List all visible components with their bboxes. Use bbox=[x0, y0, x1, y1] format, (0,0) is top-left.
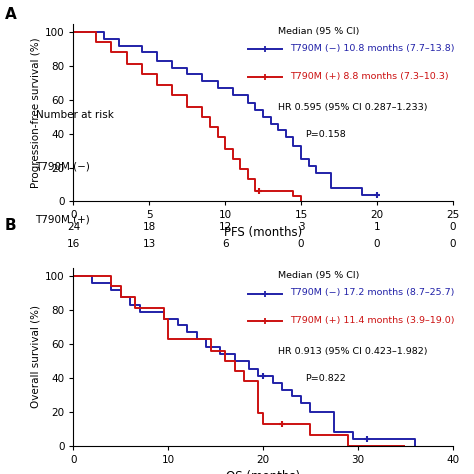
Text: 12: 12 bbox=[219, 222, 232, 232]
Text: 18: 18 bbox=[143, 222, 156, 232]
Text: Median (95 % CI): Median (95 % CI) bbox=[278, 27, 360, 36]
Text: 1: 1 bbox=[374, 222, 380, 232]
Text: Number at risk: Number at risk bbox=[36, 110, 113, 120]
Text: T790M (+) 8.8 months (7.3–10.3): T790M (+) 8.8 months (7.3–10.3) bbox=[290, 72, 448, 81]
Text: T790M (−) 17.2 months (8.7–25.7): T790M (−) 17.2 months (8.7–25.7) bbox=[290, 288, 454, 297]
Text: T790M (−) 10.8 months (7.7–13.8): T790M (−) 10.8 months (7.7–13.8) bbox=[290, 44, 454, 53]
Text: HR 0.595 (95% CI 0.287–1.233): HR 0.595 (95% CI 0.287–1.233) bbox=[278, 103, 428, 112]
Text: 13: 13 bbox=[143, 239, 156, 249]
Text: P=0.822: P=0.822 bbox=[305, 374, 346, 383]
Text: T790M (+): T790M (+) bbox=[36, 214, 91, 224]
Text: Median (95 % CI): Median (95 % CI) bbox=[278, 271, 360, 280]
Text: 0: 0 bbox=[449, 239, 456, 249]
Text: 16: 16 bbox=[67, 239, 80, 249]
Text: 0: 0 bbox=[374, 239, 380, 249]
Text: B: B bbox=[5, 218, 17, 233]
Text: A: A bbox=[5, 7, 17, 22]
Text: T790M (−): T790M (−) bbox=[36, 162, 91, 172]
X-axis label: OS (months): OS (months) bbox=[226, 470, 300, 474]
Text: 3: 3 bbox=[298, 222, 304, 232]
Text: P=0.158: P=0.158 bbox=[305, 130, 346, 139]
X-axis label: PFS (months): PFS (months) bbox=[224, 226, 302, 239]
Text: 0: 0 bbox=[298, 239, 304, 249]
Text: T790M (+) 11.4 months (3.9–19.0): T790M (+) 11.4 months (3.9–19.0) bbox=[290, 316, 454, 325]
Text: 24: 24 bbox=[67, 222, 80, 232]
Text: 0: 0 bbox=[449, 222, 456, 232]
Y-axis label: Progression-free survival (%): Progression-free survival (%) bbox=[31, 37, 41, 188]
Text: 6: 6 bbox=[222, 239, 228, 249]
Y-axis label: Overall survival (%): Overall survival (%) bbox=[31, 305, 41, 408]
Text: HR 0.913 (95% CI 0.423–1.982): HR 0.913 (95% CI 0.423–1.982) bbox=[278, 347, 428, 356]
